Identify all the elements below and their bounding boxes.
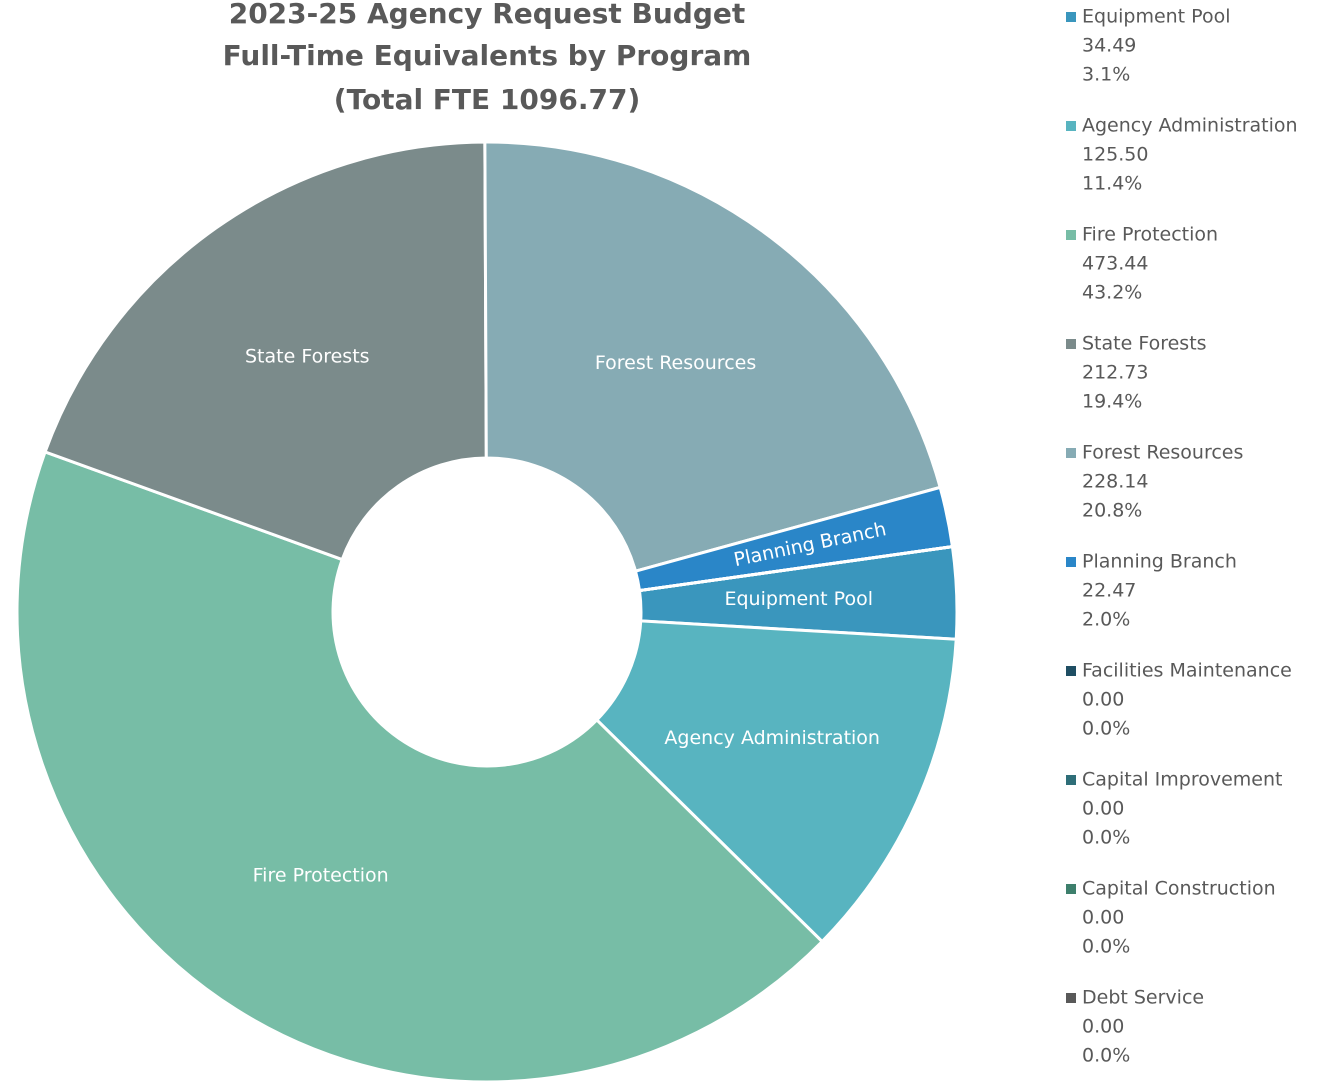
donut-slice bbox=[633, 485, 955, 593]
chart-title: 2023-25 Agency Request Budget bbox=[229, 0, 746, 30]
legend-value: 0.00 bbox=[1082, 1016, 1124, 1038]
slice-label: Forest Resources bbox=[595, 352, 756, 374]
legend-value: 212.73 bbox=[1082, 362, 1148, 384]
slice-label: State Forests bbox=[245, 345, 370, 367]
legend-value: 34.49 bbox=[1082, 35, 1136, 57]
legend-swatch bbox=[1066, 448, 1076, 458]
legend-value: 125.50 bbox=[1082, 144, 1148, 166]
legend-swatch bbox=[1066, 339, 1076, 349]
legend-percent: 2.0% bbox=[1082, 609, 1130, 631]
legend-swatch bbox=[1066, 884, 1076, 894]
donut-slice bbox=[43, 140, 488, 562]
legend-label: Capital Improvement bbox=[1082, 769, 1282, 791]
donut-slice bbox=[15, 449, 825, 1084]
legend-value: 0.00 bbox=[1082, 689, 1124, 711]
legend-percent: 0.0% bbox=[1082, 827, 1130, 849]
donut-slice bbox=[483, 140, 943, 574]
legend-percent: 19.4% bbox=[1082, 391, 1142, 413]
legend-percent: 0.0% bbox=[1082, 1045, 1130, 1067]
legend-label: Fire Protection bbox=[1082, 224, 1218, 246]
legend-swatch bbox=[1066, 121, 1076, 131]
slice-label: Fire Protection bbox=[253, 864, 389, 886]
slice-label: Equipment Pool bbox=[724, 588, 872, 610]
legend-percent: 20.8% bbox=[1082, 500, 1142, 522]
legend-label: Capital Construction bbox=[1082, 878, 1276, 900]
legend-label: Planning Branch bbox=[1082, 551, 1237, 573]
legend-percent: 0.0% bbox=[1082, 936, 1130, 958]
legend-label: Forest Resources bbox=[1082, 442, 1243, 464]
donut-slice bbox=[594, 619, 958, 944]
legend-swatch bbox=[1066, 230, 1076, 240]
legend-value: 0.00 bbox=[1082, 907, 1124, 929]
legend-swatch bbox=[1066, 666, 1076, 676]
legend-swatch bbox=[1066, 557, 1076, 567]
legend-label: Equipment Pool bbox=[1082, 6, 1230, 28]
slice-label: Agency Administration bbox=[664, 727, 880, 749]
legend-swatch bbox=[1066, 775, 1076, 785]
legend-swatch bbox=[1066, 12, 1076, 22]
legend-label: Agency Administration bbox=[1082, 115, 1298, 137]
legend-value: 0.00 bbox=[1082, 798, 1124, 820]
legend-label: Facilities Maintenance bbox=[1082, 660, 1292, 682]
legend-percent: 0.0% bbox=[1082, 718, 1130, 740]
legend-label: State Forests bbox=[1082, 333, 1207, 355]
legend-value: 228.14 bbox=[1082, 471, 1148, 493]
legend-percent: 11.4% bbox=[1082, 173, 1142, 195]
legend-swatch bbox=[1066, 993, 1076, 1003]
legend-value: 22.47 bbox=[1082, 580, 1136, 602]
legend-percent: 3.1% bbox=[1082, 64, 1130, 86]
chart-title: Full-Time Equivalents by Program bbox=[223, 39, 752, 72]
legend-label: Debt Service bbox=[1082, 987, 1204, 1009]
chart-title: (Total FTE 1096.77) bbox=[334, 83, 640, 116]
legend-value: 473.44 bbox=[1082, 253, 1148, 275]
legend-percent: 43.2% bbox=[1082, 282, 1142, 304]
